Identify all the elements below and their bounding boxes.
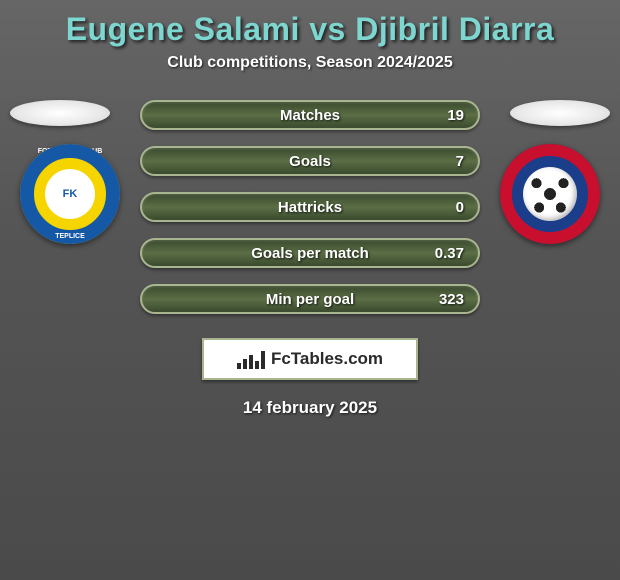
- stat-row-matches: Matches 19: [140, 100, 480, 130]
- stat-row-goals-per-match: Goals per match 0.37: [140, 238, 480, 268]
- soccer-ball-icon: [523, 167, 577, 221]
- stat-label: Goals: [289, 153, 331, 170]
- club-left-center-text: FK: [63, 189, 78, 200]
- bar: [243, 359, 247, 369]
- comparison-infographic: Eugene Salami vs Djibril Diarra Club com…: [0, 0, 620, 580]
- stat-value: 323: [439, 291, 464, 308]
- stat-label: Matches: [280, 107, 340, 124]
- bar: [249, 355, 253, 369]
- stat-value: 19: [447, 107, 464, 124]
- club-logo-left: FOTBALOVÝ KLUB FK TEPLICE: [20, 144, 120, 244]
- stat-row-hattricks: Hattricks 0: [140, 192, 480, 222]
- stat-label: Min per goal: [266, 291, 354, 308]
- player-slot-right: [510, 100, 610, 126]
- stat-value: 0: [456, 199, 464, 216]
- stat-row-goals: Goals 7: [140, 146, 480, 176]
- player-slot-left: [10, 100, 110, 126]
- stat-label: Goals per match: [251, 245, 369, 262]
- stat-value: 7: [456, 153, 464, 170]
- brand-box[interactable]: FcTables.com: [202, 338, 418, 380]
- date: 14 february 2025: [0, 398, 620, 418]
- content-area: FOTBALOVÝ KLUB FK TEPLICE PLZEŇ Matches …: [0, 100, 620, 418]
- bar: [255, 361, 259, 369]
- stat-row-min-per-goal: Min per goal 323: [140, 284, 480, 314]
- club-left-inner: FK: [45, 169, 95, 219]
- brand-text: FcTables.com: [271, 349, 383, 369]
- bar: [237, 363, 241, 369]
- stat-label: Hattricks: [278, 199, 342, 216]
- stat-rows: Matches 19 Goals 7 Hattricks 0 Goals per…: [140, 100, 480, 314]
- club-left-bottom-text: TEPLICE: [20, 233, 120, 240]
- subtitle: Club competitions, Season 2024/2025: [0, 54, 620, 72]
- bar: [261, 351, 265, 369]
- club-logo-right: PLZEŇ: [500, 144, 600, 244]
- bar-chart-icon: [237, 349, 265, 369]
- page-title: Eugene Salami vs Djibril Diarra: [0, 5, 620, 54]
- stat-value: 0.37: [435, 245, 464, 262]
